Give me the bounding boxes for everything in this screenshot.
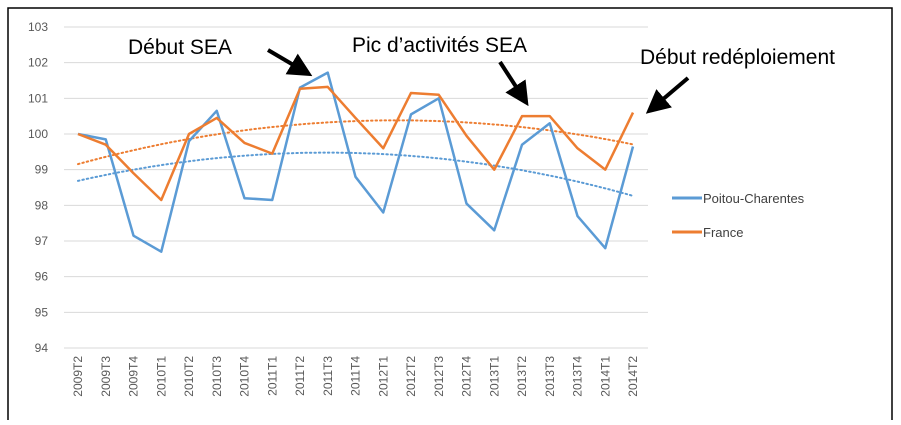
arrows: [266, 48, 690, 114]
y-tick-label: 94: [35, 341, 49, 355]
x-tick-label: 2012T2: [404, 356, 418, 397]
arrow: [266, 48, 313, 77]
x-tick-label: 2012T4: [460, 356, 474, 397]
x-tick-label: 2009T3: [99, 356, 113, 397]
arrow: [498, 60, 529, 107]
x-tick-label: 2011T3: [321, 356, 335, 396]
x-tick-label: 2011T4: [349, 356, 363, 396]
x-tick-label: 2014T2: [626, 356, 640, 397]
y-tick-label: 100: [28, 127, 48, 141]
arrow: [645, 76, 690, 114]
y-tick-label: 95: [35, 305, 49, 319]
x-tick-label: 2010T2: [182, 356, 196, 397]
annotation: Début redéploiement: [640, 46, 835, 69]
x-tick-label: 2013T1: [487, 356, 501, 397]
y-tick-label: 96: [35, 270, 49, 284]
series-line: [77, 85, 635, 202]
trend-line: [77, 151, 634, 197]
series-line: [77, 71, 635, 253]
annotation: Début SEA: [128, 36, 232, 59]
x-tick-label: 2009T4: [127, 356, 141, 397]
x-tick-label: 2011T1: [265, 356, 279, 396]
legend-label: Poitou-Charentes: [703, 191, 805, 206]
x-tick-label: 2010T1: [154, 356, 168, 397]
x-tick-label: 2009T2: [71, 356, 85, 397]
y-tick-label: 103: [28, 20, 48, 34]
y-tick-label: 99: [35, 163, 49, 177]
x-tick-label: 2010T4: [238, 356, 252, 397]
x-tick-label: 2014T1: [598, 356, 612, 397]
y-tick-label: 98: [35, 198, 49, 212]
y-tick-label: 102: [28, 56, 48, 70]
x-tick-label: 2012T1: [376, 356, 390, 397]
annotation: Pic d’activités SEA: [352, 34, 527, 57]
y-tick-label: 97: [35, 234, 49, 248]
trend-line: [77, 119, 634, 166]
grid: [64, 26, 648, 349]
x-tick-label: 2011T2: [293, 356, 307, 396]
x-tick-label: 2010T3: [210, 356, 224, 397]
x-tick-label: 2012T3: [432, 356, 446, 397]
legend-label: France: [703, 225, 743, 240]
chart-frame: [7, 7, 893, 425]
y-tick-label: 101: [28, 91, 48, 105]
plot: [77, 71, 635, 253]
x-tick-label: 2013T4: [571, 356, 585, 397]
x-tick-label: 2013T3: [543, 356, 557, 397]
x-tick-label: 2013T2: [515, 356, 529, 397]
